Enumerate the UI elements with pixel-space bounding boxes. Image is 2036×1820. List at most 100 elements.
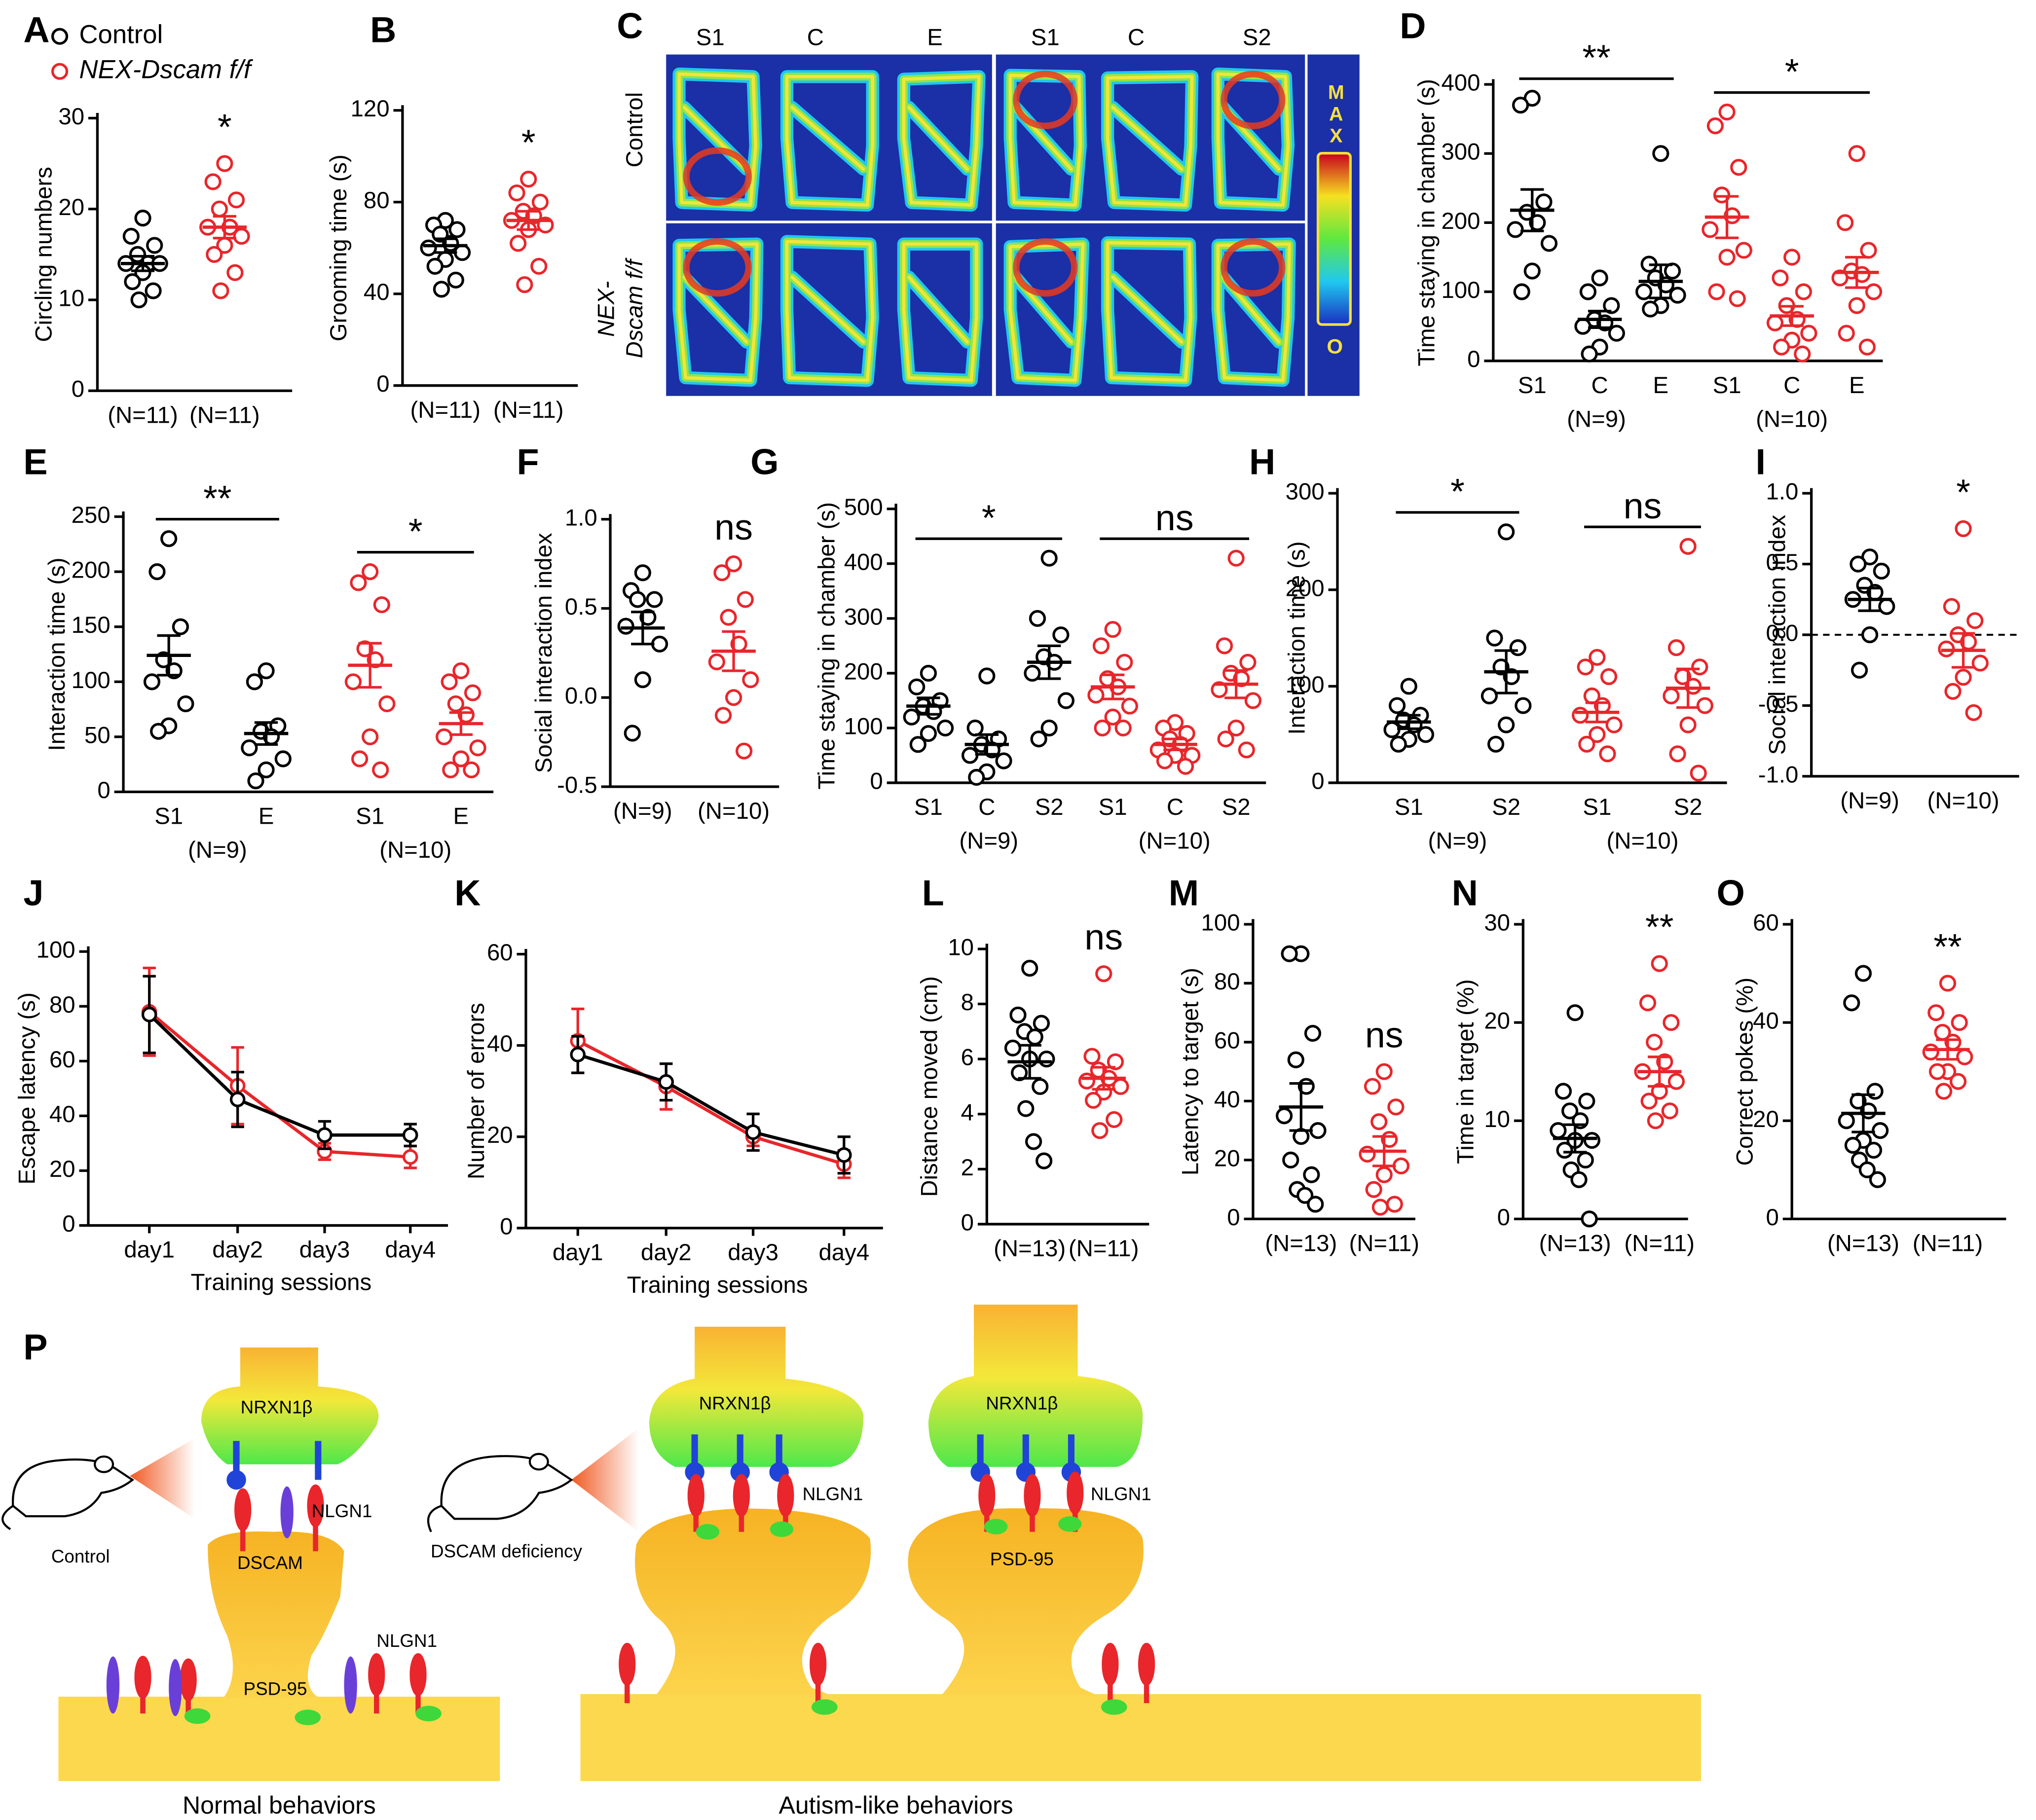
heatmap-trace [902,74,981,207]
y-axis-label: Social interaction index [1764,514,1790,755]
data-point [1652,145,1669,162]
data-point [1307,1196,1324,1213]
y-tick-label: 0 [1227,1204,1240,1231]
data-point [1282,1151,1299,1169]
y-tick-label: 0 [62,1211,75,1237]
data-point [1364,1078,1381,1095]
data-point [1635,283,1653,300]
significance-label: ns [1624,485,1662,526]
heatmap-trace [902,242,978,382]
data-point [1217,730,1234,748]
data-point [1387,1098,1405,1116]
data-point [1718,249,1736,266]
data-point [1956,1048,1973,1065]
data-point [1114,719,1132,737]
mouse-icon [1,1455,135,1530]
y-tick-label: 0.0 [565,683,597,709]
data-point [447,271,464,289]
significance-label: ** [1933,926,1962,967]
y-tick-label: 200 [72,557,111,583]
data-point [226,264,244,281]
data-point [1383,721,1401,738]
data-point [1227,549,1245,567]
nlgn1 [777,1474,794,1517]
y-tick-label: 0 [376,371,389,397]
y-tick-label: 6 [961,1045,974,1071]
data-point [962,747,979,764]
data-point [372,761,389,778]
significance-label: * [1956,472,1970,512]
data-point [1848,297,1865,314]
data-point [1025,1133,1042,1150]
y-tick-label: 100 [1286,672,1325,698]
y-tick-label: 30 [1484,910,1510,936]
x-axis-label: Training sessions [190,1270,371,1296]
data-point [978,667,996,685]
data-point [1729,290,1746,307]
y-axis-label: Interaction time (s) [1284,542,1310,735]
data-point [1589,649,1606,666]
nrxn1 [970,1462,990,1482]
data-point [1498,716,1515,733]
heatmap-hotspot [683,147,752,206]
data-point [1706,117,1724,135]
legend-label: Control [79,20,163,49]
data-point [216,155,233,172]
data-point [1861,626,1879,644]
data-point [1106,1111,1123,1128]
data-point [1570,1171,1588,1188]
panel-label: I [1755,441,1765,482]
column-label: C [1128,24,1145,50]
data-point [1227,719,1245,737]
data-point [1244,692,1262,709]
panel-label: E [23,441,47,482]
data-point [1509,639,1526,656]
protein-label: DSCAM [237,1553,303,1573]
heatmap-trace [785,240,875,382]
data-point [1091,1122,1109,1139]
colorbar-max: MAX [1325,82,1347,147]
data-point [1603,297,1620,314]
data-point [1104,708,1121,726]
y-axis-label: Number of errors [463,1003,489,1179]
nlgn1 [978,1474,996,1517]
panel-label: O [1717,873,1745,913]
data-point [658,1074,674,1090]
x-tick-label: S1 [1099,794,1127,820]
data-point [1365,1181,1382,1198]
x-tick-label: day2 [212,1237,263,1263]
data-point [1309,1122,1327,1139]
data-point [1052,626,1070,644]
panel-label: J [23,873,43,913]
data-point [1713,186,1731,204]
y-tick-label: 20 [1214,1145,1240,1171]
x-tick-label: (N=11) [108,402,178,428]
nrxn1 [769,1462,789,1482]
data-point [1211,681,1228,698]
data-point [1087,687,1105,704]
data-point [1578,735,1595,753]
data-point [344,673,362,691]
y-tick-label: 60 [49,1047,75,1073]
data-point [1574,318,1592,335]
data-point [373,596,390,614]
data-point [1581,1210,1598,1228]
y-tick-label: 0 [97,777,110,803]
data-point [736,742,753,760]
data-point [1092,637,1110,655]
y-tick-label: 40 [49,1101,75,1128]
psd95 [415,1706,442,1721]
data-point [1783,249,1801,266]
protein-label: PSD-95 [990,1549,1054,1569]
data-point [1730,159,1747,176]
y-tick-label: 100 [1201,910,1240,936]
data-point [908,678,925,695]
row-label: Control [622,92,648,168]
data-point [1417,726,1435,743]
x-tick-label: E [1849,372,1865,399]
x-tick-label: day3 [728,1239,778,1266]
x-tick-label: C [1592,372,1608,399]
protein-label: NLGN1 [312,1501,372,1521]
x-tick-label: S1 [1395,794,1423,820]
data-point [1939,975,1957,992]
